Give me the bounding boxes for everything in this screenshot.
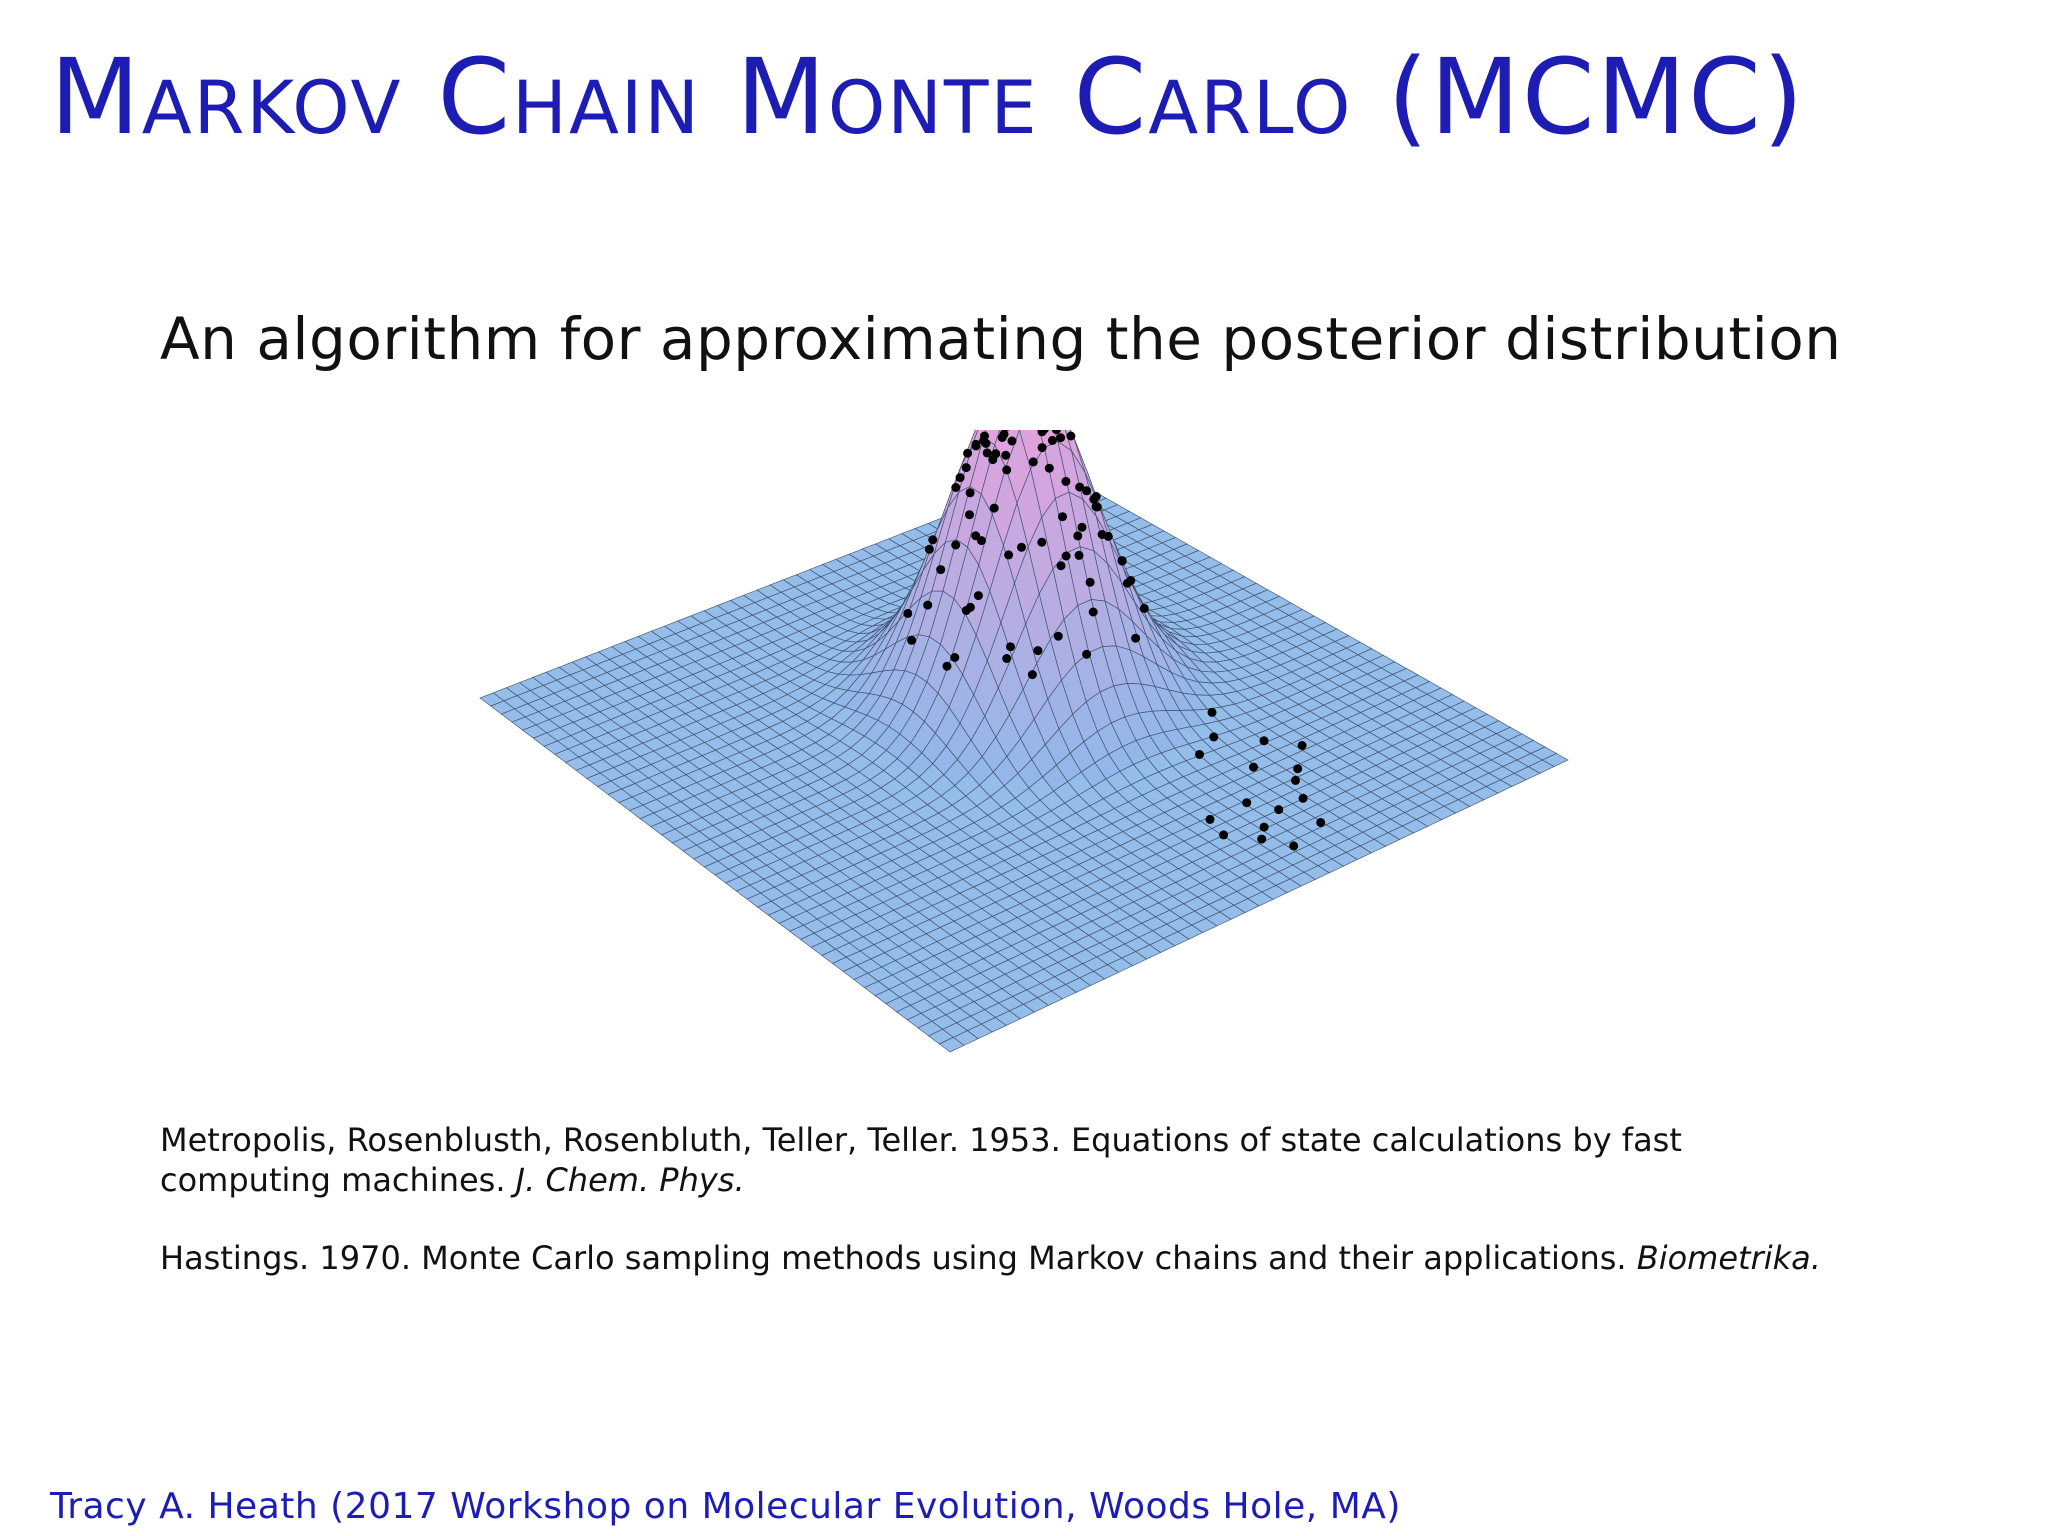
mcmc-sample-point — [1316, 818, 1326, 827]
mcmc-sample-point — [965, 510, 974, 520]
mcmc-sample-point — [1017, 542, 1026, 552]
mcmc-sample-point — [1291, 775, 1300, 785]
mcmc-sample-point — [1298, 793, 1308, 803]
mcmc-sample-point — [1219, 830, 1229, 840]
mcmc-sample-point — [1033, 646, 1043, 656]
mcmc-sample-point — [999, 430, 1009, 439]
mcmc-sample-point — [1001, 450, 1011, 460]
footer-author: Tracy A. Heath (2017 Workshop on Molecul… — [50, 1486, 1401, 1527]
mcmc-sample-point — [1056, 561, 1066, 571]
mcmc-sample-point — [924, 544, 934, 554]
mcmc-sample-point — [1004, 550, 1014, 560]
mcmc-sample-point — [1297, 741, 1307, 750]
reference-journal: J. Chem. Phys. — [515, 1161, 745, 1199]
mcmc-sample-point — [971, 531, 981, 541]
mcmc-sample-point — [1117, 556, 1127, 566]
mcmc-sample-point — [971, 441, 981, 451]
mcmc-sample-point — [1061, 551, 1071, 561]
mcmc-sample-point — [1075, 482, 1085, 492]
mcmc-sample-point — [1006, 642, 1015, 652]
reference-journal: Biometrika. — [1636, 1239, 1821, 1277]
mcmc-sample-point — [988, 455, 998, 465]
references: Metropolis, Rosenblusth, Rosenbluth, Tel… — [160, 1120, 1860, 1316]
mcmc-sample-point — [1047, 435, 1057, 445]
mcmc-sample-point — [1289, 841, 1299, 851]
mcmc-sample-point — [1195, 750, 1204, 759]
mcmc-sample-point — [1073, 531, 1083, 541]
mcmc-sample-point — [1091, 502, 1101, 512]
mcmc-sample-point — [1053, 631, 1063, 641]
mcmc-sample-point — [1044, 463, 1054, 473]
mcmc-sample-point — [1259, 822, 1269, 832]
mcmc-sample-point — [1257, 834, 1267, 844]
mcmc-sample-point — [1293, 764, 1303, 774]
mcmc-sample-point — [951, 483, 961, 492]
mcmc-sample-point — [1039, 430, 1049, 434]
mcmc-sample-point — [1207, 707, 1217, 717]
mcmc-sample-point — [1259, 736, 1269, 746]
mcmc-sample-point — [1051, 430, 1061, 435]
mcmc-sample-point — [1066, 431, 1076, 441]
mcmc-sample-point — [1007, 436, 1017, 446]
mcmc-sample-point — [1205, 814, 1215, 824]
mcmc-sample-point — [1249, 762, 1258, 772]
reference-metropolis: Metropolis, Rosenblusth, Rosenbluth, Tel… — [160, 1120, 1860, 1200]
mcmc-sample-point — [1002, 465, 1012, 475]
mcmc-sample-point — [1077, 522, 1087, 532]
mcmc-sample-point — [1209, 732, 1219, 742]
reference-text: Hastings. 1970. Monte Carlo sampling met… — [160, 1239, 1627, 1277]
mcmc-sample-point — [903, 608, 913, 618]
mcmc-sample-point — [923, 600, 933, 610]
mcmc-sample-point — [1274, 805, 1284, 815]
mcmc-sample-point — [1123, 578, 1132, 588]
reference-text: Metropolis, Rosenblusth, Rosenbluth, Tel… — [160, 1121, 1682, 1199]
mcmc-sample-point — [936, 565, 946, 575]
mcmc-sample-point — [1004, 430, 1010, 431]
mcmc-sample-point — [1002, 654, 1012, 663]
mcmc-sample-point — [965, 488, 975, 498]
mcmc-sample-point — [982, 448, 992, 458]
mcmc-sample-point — [989, 503, 999, 513]
surface-mesh — [479, 430, 1569, 1053]
mcmc-samples — [903, 430, 1326, 851]
mcmc-sample-point — [1037, 443, 1047, 453]
mcmc-sample-point — [1037, 537, 1047, 547]
mcmc-sample-point — [1088, 607, 1098, 617]
mcmc-sample-point — [1061, 476, 1071, 486]
mcmc-sample-point — [955, 473, 965, 483]
mcmc-sample-point — [1082, 486, 1092, 496]
posterior-surface-figure — [479, 430, 1569, 1053]
mcmc-sample-point — [1074, 550, 1084, 560]
mcmc-sample-point — [1082, 649, 1092, 659]
slide-title: Markov Chain Monte Carlo (MCMC) — [50, 36, 1806, 158]
mcmc-sample-point — [1089, 494, 1099, 504]
surface-cell — [938, 1036, 965, 1053]
mcmc-sample-point — [965, 602, 975, 612]
mcmc-sample-point — [1103, 531, 1113, 541]
mcmc-sample-point — [1028, 457, 1038, 467]
mcmc-sample-point — [1085, 577, 1095, 587]
mcmc-sample-point — [1058, 512, 1067, 522]
mcmc-sample-point — [1027, 670, 1037, 680]
mcmc-sample-point — [1131, 633, 1141, 643]
mcmc-sample-point — [973, 591, 983, 601]
slide-subtitle: An algorithm for approximating the poste… — [160, 305, 1842, 373]
mcmc-sample-point — [950, 653, 960, 662]
mcmc-sample-point — [951, 540, 961, 550]
mcmc-sample-point — [907, 635, 917, 645]
mcmc-sample-point — [980, 431, 989, 441]
mcmc-sample-point — [961, 463, 971, 473]
mcmc-sample-point — [1242, 798, 1252, 808]
mcmc-sample-point — [942, 661, 952, 671]
mcmc-sample-point — [963, 448, 973, 458]
mcmc-sample-point — [1139, 603, 1149, 613]
reference-hastings: Hastings. 1970. Monte Carlo sampling met… — [160, 1238, 1860, 1278]
mcmc-sample-point — [928, 535, 938, 545]
mcmc-sample-point — [1056, 433, 1066, 443]
